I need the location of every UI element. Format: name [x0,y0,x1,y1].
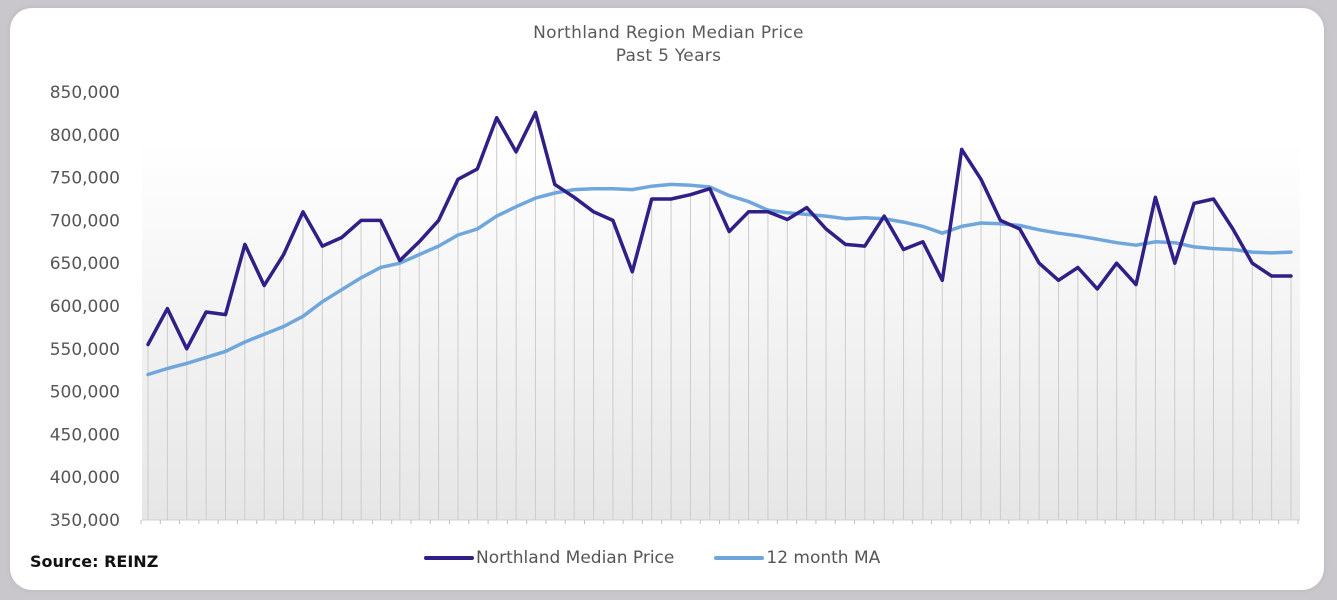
legend-swatch-median [424,556,474,560]
y-tick-label: 550,000 [50,340,120,360]
series-line-12-month-ma [146,182,1293,377]
y-tick-label: 850,000 [50,83,120,103]
source-label: Source: REINZ [30,552,159,571]
chart-subtitle: Past 5 Years [615,46,722,66]
y-axis-ticks: 350,000 400,000 450,000 500,000 550,000 600,0… [50,83,120,531]
y-tick-label: 500,000 [50,383,120,403]
y-tick-label: 750,000 [50,169,120,189]
plot-background [142,142,1300,520]
series-lines [146,110,1293,377]
legend-swatch-ma [714,556,765,560]
x-axis-ticks [140,520,1299,524]
legend-item-median: Northland Median Price [424,548,674,568]
y-tick-label: 650,000 [50,254,120,274]
y-tick-label: 600,000 [50,297,120,317]
chart-title-block: Northland Region Median Price Past 5 Yea… [0,22,1337,68]
y-tick-label: 400,000 [50,468,120,488]
y-tick-label: 350,000 [50,511,120,531]
series-line-median-price [146,110,1293,351]
y-tick-label: 450,000 [50,425,120,445]
legend-label-median: Northland Median Price [476,548,675,568]
chart-title: Northland Region Median Price [533,23,804,43]
vertical-grid-bars [147,112,1292,520]
legend-label-ma: 12 month MA [766,548,881,568]
y-tick-label: 800,000 [50,126,120,146]
chart-legend: Northland Median Price 12 month MA [424,548,920,568]
legend-item-ma: 12 month MA [714,548,880,568]
y-tick-label: 700,000 [50,211,120,231]
